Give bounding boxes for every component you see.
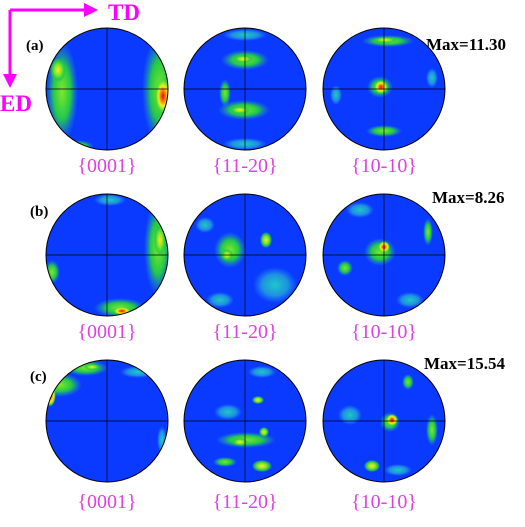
- pole-figure-b-11-20: [183, 193, 307, 317]
- row-a-max: Max=11.30: [426, 35, 506, 54]
- pole-figure-b-10-10: [322, 193, 446, 317]
- pole-figure-c-10-10: [322, 359, 446, 483]
- pole-figure-a-10-10: [322, 27, 446, 151]
- ed-label: ED: [0, 91, 32, 116]
- row-a-label-11-20: {11-20}: [212, 155, 277, 177]
- pole-figure-b-0001: [45, 193, 169, 317]
- row-c-max: Max=15.54: [424, 354, 505, 373]
- pole-figure-a-0001: [45, 27, 169, 151]
- row-b-label: (b): [30, 204, 48, 220]
- axes-indicator: TD ED: [0, 0, 140, 116]
- row-c-label-11-20: {11-20}: [212, 491, 277, 513]
- row-c-label-10-10: {10-10}: [351, 491, 417, 513]
- row-a-label-10-10: {10-10}: [351, 155, 417, 177]
- pole-figure-a-11-20: [183, 27, 307, 151]
- pole-figure-c-0001: [45, 359, 169, 483]
- pole-figure-c-11-20: [183, 359, 307, 483]
- row-c-label-0001: {0001}: [77, 491, 136, 513]
- ed-arrowhead-icon: [3, 74, 17, 88]
- row-a-label-0001: {0001}: [77, 155, 136, 177]
- td-arrowhead-icon: [84, 3, 98, 17]
- row-c-label: (c): [30, 369, 47, 385]
- row-a-label: (a): [26, 38, 44, 54]
- row-b-label-11-20: {11-20}: [212, 321, 277, 343]
- row-b-max: Max=8.26: [432, 188, 504, 207]
- row-b-label-0001: {0001}: [77, 321, 136, 343]
- row-b-label-10-10: {10-10}: [351, 321, 417, 343]
- td-label: TD: [108, 0, 140, 25]
